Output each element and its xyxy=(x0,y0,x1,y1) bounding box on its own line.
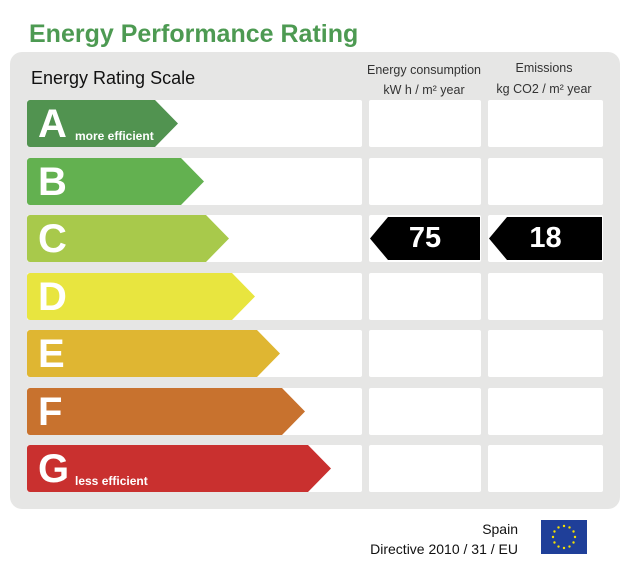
emissions-cell-a xyxy=(488,100,603,147)
rating-row-e: E xyxy=(27,330,362,377)
emissions-cell-c: 18 xyxy=(488,215,603,262)
emissions-cell-e xyxy=(488,330,603,377)
emissions-cell-f xyxy=(488,388,603,435)
rating-arrow-c: C xyxy=(27,215,229,262)
flag-star xyxy=(573,535,577,539)
rating-arrow-d: D xyxy=(27,273,255,320)
flag-star xyxy=(572,541,575,544)
consumption-cell-e xyxy=(369,330,481,377)
consumption-cell-c: 75 xyxy=(369,215,481,262)
consumption-cell-g xyxy=(369,445,481,492)
rating-arrow-b: B xyxy=(27,158,204,205)
flag-star xyxy=(551,535,555,539)
rating-letter: C xyxy=(38,217,67,261)
consumption-value-arrow: 75 xyxy=(370,217,480,260)
flag-star xyxy=(557,545,560,548)
rating-row-d: D xyxy=(27,273,362,320)
footer-country: Spain xyxy=(482,521,518,537)
eu-flag-icon xyxy=(541,520,587,554)
consumption-cell-d xyxy=(369,273,481,320)
emissions-header-unit: kg CO2 / m² year xyxy=(496,82,592,96)
flag-star xyxy=(562,524,566,528)
emissions-cell-b xyxy=(488,158,603,205)
consumption-header-unit: kW h / m² year xyxy=(383,83,465,97)
emissions-cell-g xyxy=(488,445,603,492)
rating-label: less efficient xyxy=(75,474,148,488)
flag-star xyxy=(568,526,571,529)
emissions-cell-d xyxy=(488,273,603,320)
rating-label: more efficient xyxy=(75,129,154,143)
emissions-value-arrow: 18 xyxy=(489,217,602,260)
rating-letter: G xyxy=(38,447,70,491)
emissions-header-title: Emissions xyxy=(515,61,573,75)
rating-row-b: B xyxy=(27,158,362,205)
emissions-header: Emissions kg CO2 / m² year xyxy=(486,58,602,99)
consumption-cell-f xyxy=(369,388,481,435)
flag-star xyxy=(553,541,556,544)
flag-star xyxy=(562,546,566,550)
rating-letter: A xyxy=(38,102,67,146)
consumption-cell-a xyxy=(369,100,481,147)
scale-heading: Energy Rating Scale xyxy=(31,68,196,88)
rating-letter: F xyxy=(38,390,63,434)
rating-arrow-e: E xyxy=(27,330,280,377)
consumption-header-title: Energy consumption xyxy=(367,63,481,77)
consumption-header: Energy consumption kW h / m² year xyxy=(366,60,482,100)
rating-row-c: C xyxy=(27,215,362,262)
consumption-cell-b xyxy=(369,158,481,205)
rating-letter: D xyxy=(38,275,67,319)
rating-letter: E xyxy=(38,332,65,376)
rating-arrow-f: F xyxy=(27,388,305,435)
rating-row-f: F xyxy=(27,388,362,435)
flag-star xyxy=(557,526,560,529)
rating-letter: B xyxy=(38,160,67,204)
flag-star xyxy=(572,530,575,533)
page-title: Energy Performance Rating xyxy=(29,20,359,48)
footer-directive: Directive 2010 / 31 / EU xyxy=(370,541,518,557)
flag-star xyxy=(553,530,556,533)
flag-star xyxy=(568,545,571,548)
